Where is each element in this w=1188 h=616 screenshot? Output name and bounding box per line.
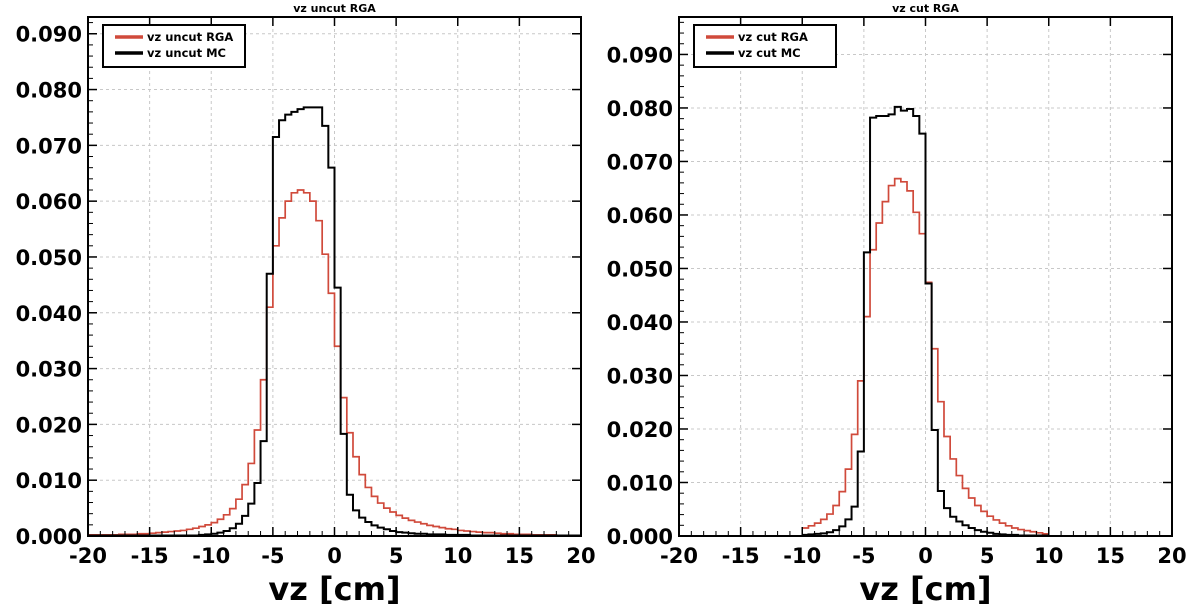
- histogram-series-mc: [802, 105, 1049, 537]
- y-tick-label: 0.090: [607, 43, 673, 67]
- histogram-series-rga: [88, 189, 581, 537]
- x-tick-label: 10: [443, 544, 472, 568]
- x-tick-label: 15: [1096, 544, 1125, 568]
- legend: vz uncut RGA vz uncut MC: [102, 24, 246, 68]
- y-tick-label: 0.000: [607, 525, 673, 549]
- y-tick-label: 0.030: [16, 358, 82, 382]
- y-tick-label: 0.000: [16, 525, 82, 549]
- y-tick-label: 0.030: [607, 364, 673, 388]
- x-tick-label: -5: [852, 544, 875, 568]
- legend: vz cut RGA vz cut MC: [693, 24, 837, 68]
- chart-title: vz cut RGA: [892, 2, 959, 15]
- y-tick-label: 0.020: [16, 413, 82, 437]
- legend-box: [102, 24, 246, 68]
- y-tick-label: 0.020: [607, 418, 673, 442]
- x-tick-label: 20: [566, 544, 595, 568]
- x-tick-label: 10: [1034, 544, 1063, 568]
- y-tick-label: 0.090: [16, 23, 82, 47]
- y-tick-label: 0.070: [607, 150, 673, 174]
- chart-panel-vz-cut: -20 -15 -10 -5 0 5 10 15 20 0.000 0.010 0.020 0.030 0…: [607, 2, 1187, 608]
- x-tick-label: -15: [722, 544, 760, 568]
- legend-label-rga: vz cut RGA: [738, 30, 808, 44]
- chart-panel-vz-uncut: -20 -15 -10 -5 0 5 10 15 20 0.000 0.010 0.020 0.030 0…: [16, 2, 596, 608]
- x-tick-label: 5: [980, 544, 995, 568]
- x-tick-label: 0: [918, 544, 933, 568]
- legend-label-mc: vz uncut MC: [147, 46, 226, 60]
- legend-label-rga: vz uncut RGA: [147, 30, 233, 44]
- y-tick-label: 0.010: [16, 469, 82, 493]
- x-tick-label: 20: [1157, 544, 1186, 568]
- legend-box: [693, 24, 837, 68]
- chart-title: vz uncut RGA: [293, 2, 376, 15]
- histogram-series-mc: [88, 106, 581, 537]
- x-tick-label: 15: [505, 544, 534, 568]
- y-tick-label: 0.080: [16, 79, 82, 103]
- x-tick-label: -10: [192, 544, 230, 568]
- x-tick-label: -20: [69, 544, 107, 568]
- y-tick-label: 0.050: [607, 257, 673, 281]
- y-tick-label: 0.040: [16, 302, 82, 326]
- legend-label-mc: vz cut MC: [738, 46, 801, 60]
- y-tick-label: 0.010: [607, 471, 673, 495]
- x-tick-label: 5: [389, 544, 404, 568]
- y-tick-label: 0.040: [607, 311, 673, 335]
- x-axis-label: vz [cm]: [859, 570, 991, 608]
- x-tick-label: -20: [660, 544, 698, 568]
- x-tick-label: 0: [327, 544, 342, 568]
- x-axis-label: vz [cm]: [268, 570, 400, 608]
- x-tick-label: -10: [783, 544, 821, 568]
- x-tick-label: -15: [131, 544, 169, 568]
- y-tick-label: 0.080: [607, 97, 673, 121]
- y-tick-label: 0.070: [16, 134, 82, 158]
- x-tick-label: -5: [261, 544, 284, 568]
- y-tick-label: 0.050: [16, 246, 82, 270]
- y-tick-label: 0.060: [607, 204, 673, 228]
- y-tick-label: 0.060: [16, 190, 82, 214]
